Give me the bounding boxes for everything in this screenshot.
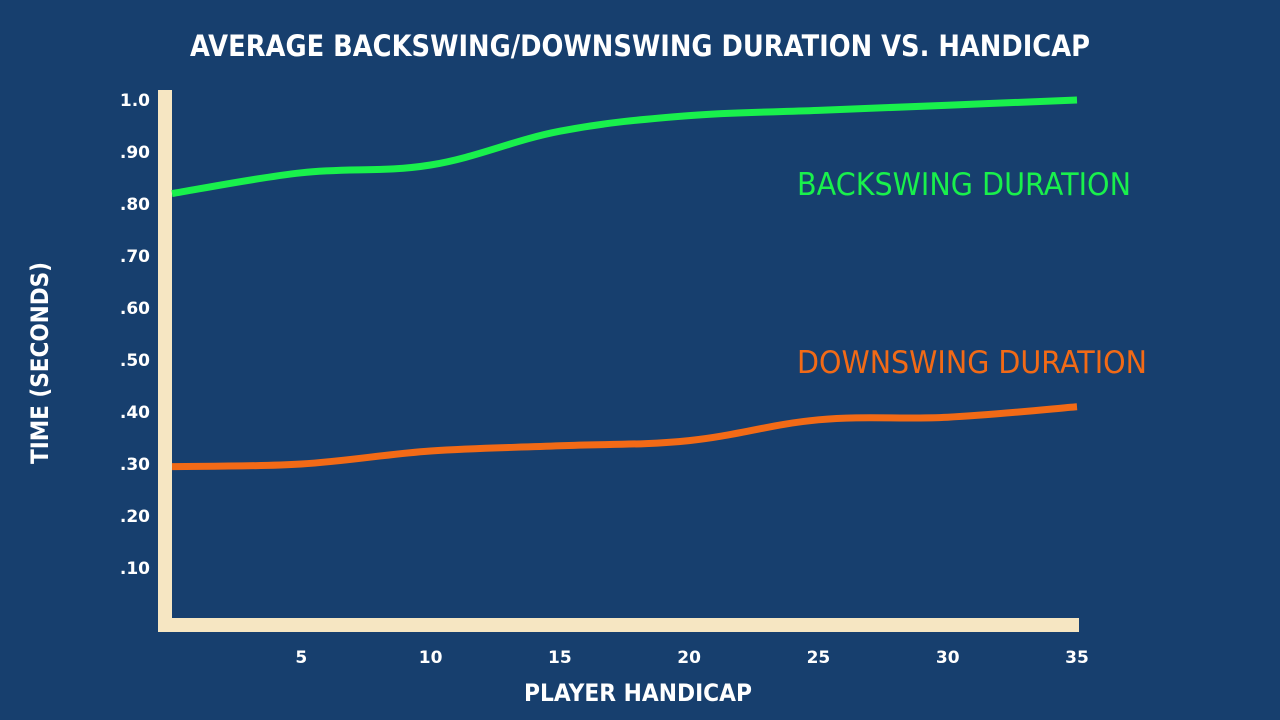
y-tick-label: 1.0 — [120, 91, 150, 111]
y-tick-label: .50 — [120, 351, 150, 371]
x-tick-label: 5 — [295, 648, 307, 668]
x-tick-label: 35 — [1065, 648, 1089, 668]
y-tick-label: .20 — [120, 507, 150, 527]
backswing-label: BACKSWING DURATION — [797, 167, 1131, 203]
x-axis-ticks: 5 10 15 20 25 30 35 — [295, 648, 1088, 668]
downswing-line — [171, 403, 1078, 471]
y-tick-label: .10 — [120, 559, 150, 579]
x-tick-label: 10 — [419, 648, 443, 668]
y-tick-label: .60 — [120, 299, 150, 319]
downswing-label: DOWNSWING DURATION — [797, 345, 1147, 381]
y-tick-label: .80 — [120, 195, 150, 215]
y-axis-title: TIME (SECONDS) — [26, 262, 54, 464]
y-tick-label: .30 — [120, 455, 150, 475]
chart-axes — [158, 90, 1079, 632]
x-axis-title: PLAYER HANDICAP — [524, 679, 752, 707]
x-tick-label: 20 — [677, 648, 701, 668]
y-axis-ticks: .10 .20 .30 .40 .50 .60 .70 .80 .90 1.0 — [120, 91, 150, 579]
series-labels: BACKSWING DURATION DOWNSWING DURATION — [797, 167, 1147, 381]
x-tick-label: 25 — [807, 648, 831, 668]
y-tick-label: .70 — [120, 247, 150, 267]
x-tick-label: 15 — [548, 648, 572, 668]
backswing-line — [171, 96, 1078, 198]
y-tick-label: .40 — [120, 403, 150, 423]
x-tick-label: 30 — [936, 648, 960, 668]
series-lines — [171, 96, 1078, 471]
chart-title: AVERAGE BACKSWING/DOWNSWING DURATION VS.… — [190, 29, 1090, 63]
y-tick-label: .90 — [120, 143, 150, 163]
y-axis-line — [158, 90, 172, 632]
x-axis-line — [158, 618, 1079, 632]
